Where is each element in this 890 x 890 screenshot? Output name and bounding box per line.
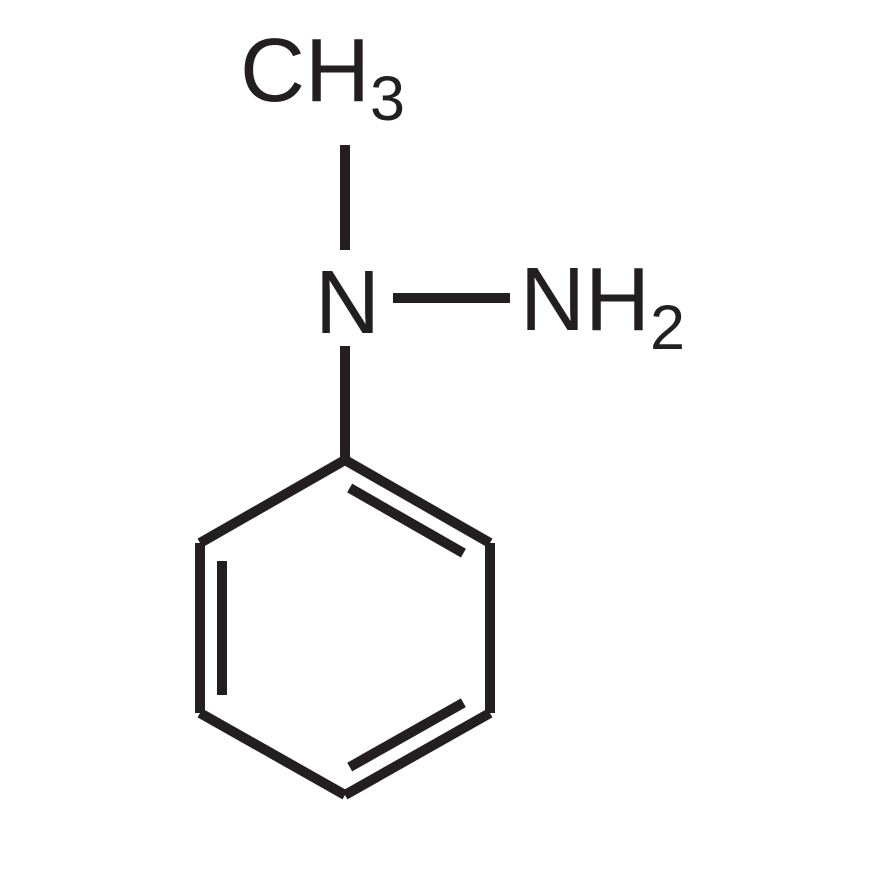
label-n-center: N (315, 258, 380, 348)
structure-svg (0, 0, 890, 890)
label-nh2: NH2 (520, 255, 685, 360)
chemical-structure-diagram: CH3 N NH2 (0, 0, 890, 890)
label-ch3: CH3 (240, 26, 405, 131)
